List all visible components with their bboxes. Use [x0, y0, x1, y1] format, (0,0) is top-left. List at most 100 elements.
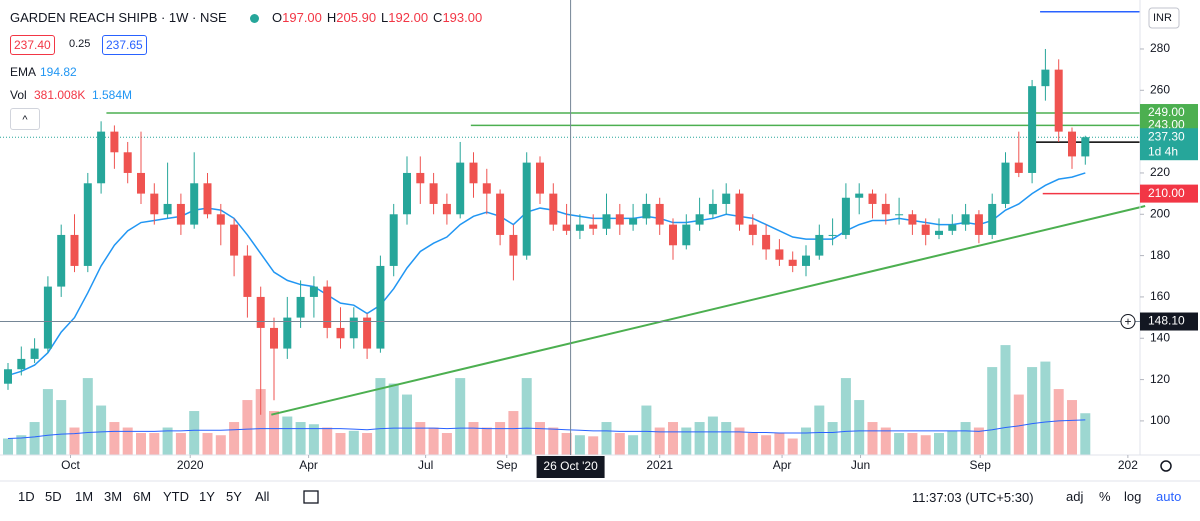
- candle-body: [416, 172, 425, 184]
- candle-body: [655, 203, 664, 225]
- volume-bar: [388, 383, 399, 455]
- range-button[interactable]: 5Y: [226, 489, 242, 504]
- countdown: 1d 4h: [1148, 144, 1178, 158]
- candle-body: [615, 214, 624, 225]
- candle-body: [243, 255, 252, 297]
- collapse-button[interactable]: ^: [10, 108, 40, 130]
- candle-body: [83, 183, 92, 266]
- candle-body: [123, 152, 132, 173]
- date-range-icon[interactable]: [303, 490, 319, 504]
- candle-body: [536, 162, 544, 194]
- candle-body: [270, 327, 278, 349]
- candle-body: [1041, 69, 1050, 87]
- volume-bar: [495, 422, 506, 455]
- candle-body: [349, 317, 358, 339]
- x-tick-label: Apr: [773, 458, 792, 472]
- last-price-label: 237.30: [1148, 129, 1185, 143]
- candle-body: [509, 234, 518, 256]
- crosshair-y-label-box: [1140, 312, 1198, 331]
- volume-bar: [441, 433, 452, 455]
- candle-body: [562, 224, 571, 231]
- volume-bar: [761, 435, 772, 455]
- volume-bar: [681, 427, 692, 455]
- volume-bar: [947, 430, 958, 455]
- volume-bar: [548, 427, 559, 455]
- scale-option[interactable]: adj: [1066, 489, 1084, 504]
- scale-option[interactable]: %: [1099, 489, 1111, 504]
- volume-bar: [614, 433, 625, 455]
- range-button[interactable]: 6M: [133, 489, 152, 504]
- candle-body: [695, 214, 704, 225]
- x-tick-label: Oct: [61, 458, 80, 472]
- ask[interactable]: 237.65: [102, 35, 147, 55]
- ema-value: 194.82: [40, 65, 77, 79]
- vol-label: Vol: [10, 88, 27, 102]
- volume-bar: [1040, 361, 1051, 455]
- candle-body: [496, 193, 505, 235]
- y-tick-label: 160: [1150, 289, 1170, 303]
- volume-bar: [3, 438, 13, 455]
- candle-body: [137, 172, 145, 194]
- volume-bar: [202, 433, 213, 455]
- range-button[interactable]: 1D: [18, 489, 35, 504]
- candle-body: [682, 224, 691, 246]
- candle-body: [110, 131, 119, 153]
- volume-bar: [136, 433, 146, 455]
- range-button[interactable]: 1Y: [199, 489, 215, 504]
- candle-body: [4, 369, 12, 384]
- volume-bar: [894, 433, 905, 455]
- currency-box[interactable]: [1148, 7, 1180, 29]
- candle-body: [163, 203, 172, 215]
- candle-body: [775, 249, 784, 260]
- volume-bar: [29, 422, 40, 455]
- settings-icon[interactable]: [1160, 460, 1172, 472]
- volume-bar: [122, 427, 133, 455]
- candle-body: [17, 358, 26, 370]
- candle-body: [70, 234, 79, 266]
- x-tick-label: 202: [1118, 458, 1138, 472]
- crosshair-y-label: 148.10: [1148, 314, 1185, 328]
- range-button[interactable]: 1M: [75, 489, 94, 504]
- volume-bar: [1000, 345, 1011, 455]
- volume-bar: [787, 438, 798, 455]
- ohlc-value: 192.00: [388, 10, 429, 25]
- range-button[interactable]: YTD: [163, 489, 189, 504]
- volume-bar: [96, 405, 107, 455]
- candle-body: [1014, 162, 1023, 173]
- ohlc-value: 193.00: [442, 10, 483, 25]
- range-button[interactable]: 3M: [104, 489, 123, 504]
- candle-body: [948, 224, 957, 231]
- volume-bar: [215, 435, 226, 455]
- volume-bar: [162, 427, 173, 455]
- scale-option[interactable]: auto: [1156, 489, 1182, 504]
- scale-option[interactable]: log: [1124, 489, 1142, 504]
- volume-ma: [7, 419, 1086, 440]
- volume-bar: [375, 378, 386, 455]
- y-tick-label: 220: [1150, 165, 1170, 179]
- volume-bar: [269, 411, 279, 455]
- candle-body: [376, 265, 385, 349]
- range-button[interactable]: 5D: [45, 489, 62, 504]
- volume-bar: [694, 422, 705, 455]
- volume-bar: [801, 427, 811, 455]
- bid[interactable]: 237.40: [10, 35, 55, 55]
- range-button[interactable]: All: [255, 489, 270, 504]
- volume-bar: [628, 435, 639, 455]
- volume-bar: [295, 422, 306, 455]
- volume-bar: [468, 422, 479, 455]
- volume-bar: [348, 430, 359, 455]
- y-tick-label: 100: [1150, 413, 1170, 427]
- candle-body: [748, 224, 757, 235]
- vol-ma-value: 1.584M: [92, 88, 133, 102]
- volume-bar: [455, 378, 466, 455]
- candle-body: [30, 348, 39, 359]
- volume-bar: [574, 435, 585, 455]
- volume-bar: [282, 416, 293, 455]
- trendline: [271, 205, 1146, 416]
- candle-body: [881, 203, 890, 215]
- ohlc-key: C: [433, 10, 443, 25]
- volume-bar: [973, 427, 984, 455]
- last-price-label-box: [1140, 128, 1198, 161]
- y-tick-label: 120: [1150, 372, 1170, 386]
